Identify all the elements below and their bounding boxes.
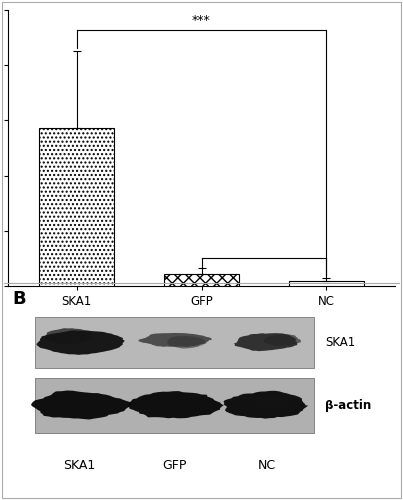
Bar — [39, 128, 114, 286]
Polygon shape — [250, 394, 288, 408]
Bar — [35, 378, 314, 433]
Text: SKA1: SKA1 — [64, 459, 96, 472]
Polygon shape — [48, 394, 98, 409]
Bar — [35, 316, 314, 368]
Text: GFP: GFP — [162, 459, 187, 472]
Text: β-actin: β-actin — [325, 399, 372, 412]
Polygon shape — [264, 334, 301, 346]
Polygon shape — [44, 328, 93, 344]
Polygon shape — [128, 391, 224, 418]
Text: ***: *** — [192, 14, 211, 27]
Polygon shape — [224, 391, 308, 418]
Polygon shape — [234, 333, 297, 351]
Polygon shape — [36, 330, 125, 355]
Text: NC: NC — [257, 459, 275, 472]
Bar — [289, 281, 364, 286]
Bar — [164, 274, 239, 286]
Polygon shape — [139, 333, 212, 347]
Polygon shape — [155, 396, 202, 410]
Text: SKA1: SKA1 — [325, 336, 355, 348]
Polygon shape — [31, 390, 131, 420]
Text: B: B — [12, 290, 25, 308]
Polygon shape — [167, 336, 206, 348]
